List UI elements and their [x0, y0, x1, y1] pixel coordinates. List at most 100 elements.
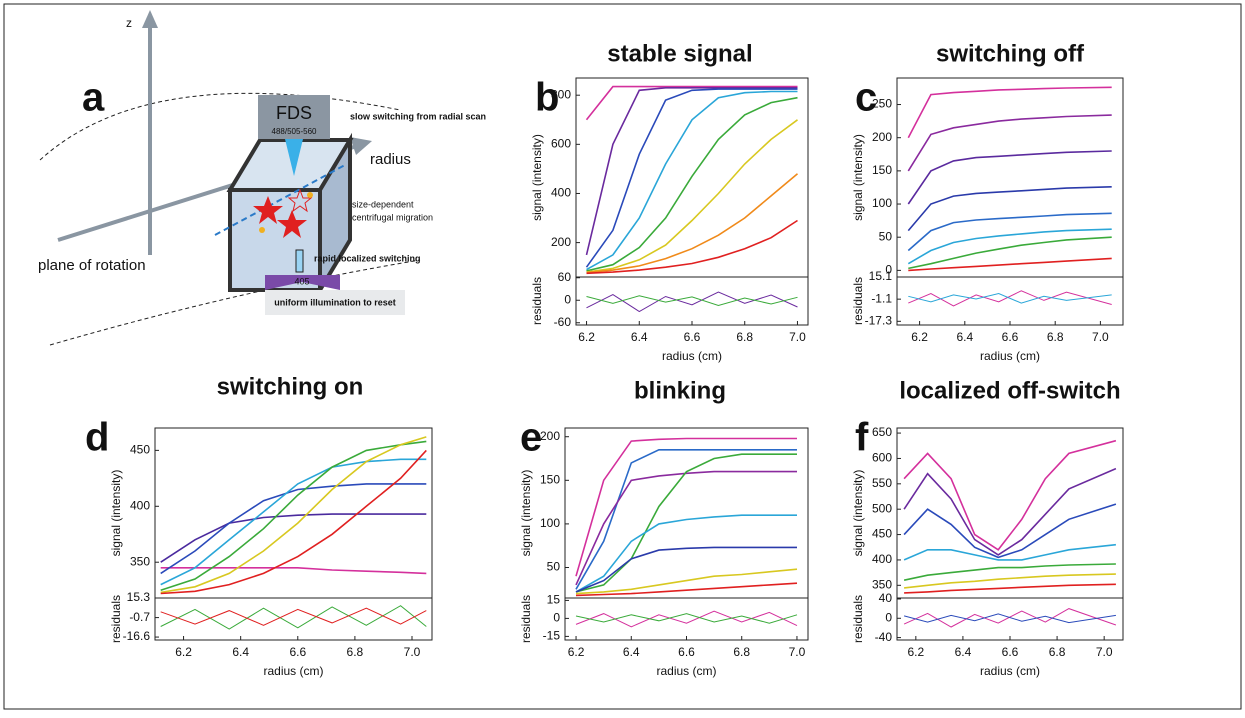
y-tick-label: 200 — [872, 130, 892, 144]
frame — [3, 3, 1242, 710]
y-tick-label: 350 — [872, 577, 892, 591]
y-tick-label: -0.7 — [129, 610, 150, 624]
y-tick-label: 50 — [547, 560, 561, 574]
series-line — [904, 573, 1116, 589]
series-line — [575, 437, 797, 577]
chart-title: stable signal — [607, 40, 752, 67]
chart-title: switching off — [936, 40, 1085, 67]
x-tick-label: 6.8 — [1047, 330, 1064, 344]
x-tick-label: 6.8 — [1049, 645, 1066, 659]
axis-label: z — [126, 16, 132, 30]
residual-line — [908, 290, 1112, 307]
residual-line — [903, 608, 1117, 628]
y-tick-label: 100 — [540, 516, 560, 530]
residual-line — [586, 291, 798, 313]
y-tick-label: 200 — [551, 235, 571, 249]
y-tick-label: -15 — [543, 629, 561, 643]
residual-line — [575, 613, 798, 624]
series-line — [575, 582, 798, 597]
dot — [307, 192, 313, 198]
series-line — [585, 87, 798, 256]
y-tick-label: 150 — [872, 163, 892, 177]
series-line — [586, 173, 799, 274]
series-line — [586, 96, 798, 272]
x-tick-label: 6.2 — [568, 645, 585, 659]
fds-label: FDS — [276, 103, 312, 123]
dot — [259, 227, 265, 233]
y-tick-label: 60 — [558, 270, 572, 284]
annotation: size-dependent — [352, 199, 414, 209]
series-line — [575, 453, 797, 593]
star — [287, 188, 313, 213]
annotation: slow switching from radial scan — [350, 111, 486, 121]
x-tick-label: 6.8 — [347, 645, 364, 659]
panel-label: c — [855, 76, 877, 120]
series-line — [575, 470, 797, 586]
beam — [285, 139, 303, 176]
x-tick-label: 7.0 — [789, 645, 806, 659]
y-tick-label: 450 — [130, 443, 150, 457]
series-line — [575, 568, 798, 595]
y-tick-label: 450 — [872, 527, 892, 541]
y-tick-label: 650 — [872, 425, 892, 439]
y-tick-label: 100 — [872, 196, 892, 210]
star — [253, 196, 283, 224]
y-tick-label: 400 — [551, 186, 571, 200]
series-line — [575, 546, 797, 593]
x-tick-label: 6.6 — [684, 330, 701, 344]
x-tick-label: 6.6 — [1002, 330, 1019, 344]
y-tick-label: 600 — [872, 451, 892, 465]
series-line — [907, 114, 1112, 172]
residual-line — [908, 292, 1112, 304]
x-tick-label: 7.0 — [789, 330, 806, 344]
series-line — [160, 440, 427, 591]
series-line — [160, 483, 427, 575]
x-tick-label: 6.6 — [289, 645, 306, 659]
series-line — [575, 449, 797, 590]
x-tick-label: 6.2 — [907, 645, 924, 659]
x-axis-label: radius (cm) — [263, 664, 323, 678]
residual-axis-label: residuals — [530, 277, 544, 325]
y-tick-label: -17.3 — [865, 313, 893, 327]
series-line — [586, 119, 798, 273]
plot-frame — [154, 427, 433, 641]
star — [277, 210, 307, 238]
y-tick-label: 350 — [130, 554, 150, 568]
series-line — [160, 458, 427, 586]
series-line — [585, 88, 798, 268]
x-axis-label: radius (cm) — [662, 349, 722, 363]
y-axis-label: signal (intensity) — [851, 134, 865, 221]
y-tick-label: 400 — [130, 498, 150, 512]
series-line — [585, 85, 798, 121]
residual-line — [575, 610, 798, 628]
panel-label: a — [82, 76, 105, 120]
axis-label: radius — [370, 151, 411, 168]
y-tick-label: 15.1 — [869, 269, 893, 283]
x-tick-label: 6.2 — [578, 330, 595, 344]
series-line — [903, 439, 1117, 551]
y-tick-label: 800 — [551, 87, 571, 101]
x-tick-label: 7.0 — [1092, 330, 1109, 344]
wavelength-label: 488/505-560 — [272, 127, 317, 136]
y-tick-label: 250 — [872, 97, 892, 111]
panel-label: d — [85, 416, 109, 460]
x-tick-label: 6.4 — [232, 645, 249, 659]
y-tick-label: 15 — [547, 593, 561, 607]
residual-line — [586, 295, 798, 307]
series-line — [903, 467, 1117, 556]
series-line — [160, 513, 427, 563]
x-axis-label: radius (cm) — [980, 664, 1040, 678]
x-tick-label: 6.4 — [956, 330, 973, 344]
laser-label: 405 — [294, 276, 309, 286]
series-line — [907, 186, 1112, 232]
cell-side — [318, 132, 352, 298]
orbit-top — [39, 92, 401, 161]
y-axis-label: signal (intensity) — [109, 470, 123, 557]
x-tick-label: 6.4 — [955, 645, 972, 659]
residual-axis-label: residuals — [851, 277, 865, 325]
residual-axis-label: residuals — [519, 595, 533, 643]
series-line — [907, 228, 1112, 265]
series-line — [160, 567, 427, 575]
y-axis-label: signal (intensity) — [530, 134, 544, 221]
fds-box — [258, 95, 330, 139]
